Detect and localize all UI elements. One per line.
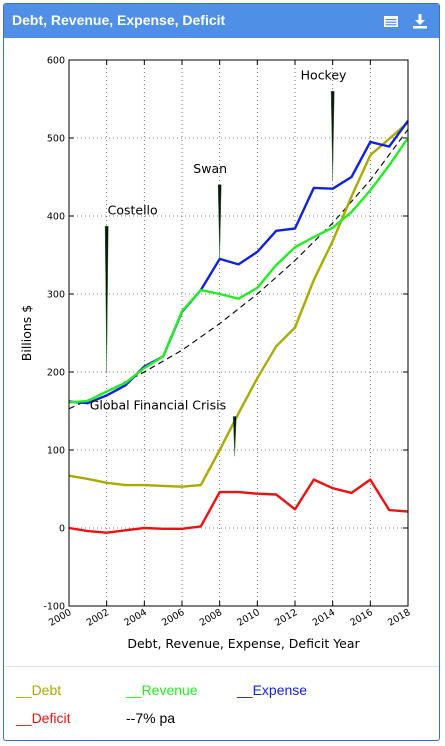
legend-deficit[interactable]: __Deficit bbox=[16, 710, 71, 726]
series-line-7-pa bbox=[68, 129, 409, 410]
annotation-marker bbox=[232, 416, 237, 457]
x-tick-label: 2014 bbox=[311, 607, 337, 629]
series-line-expense bbox=[68, 120, 409, 405]
x-tick-label: 2012 bbox=[273, 607, 299, 629]
x-tick-label: 2016 bbox=[348, 607, 374, 629]
annotation-marker bbox=[330, 91, 335, 181]
x-tick-label: 2008 bbox=[198, 607, 224, 629]
annotation-marker bbox=[104, 225, 109, 373]
download-icon[interactable] bbox=[411, 12, 429, 30]
legend: __Debt __Revenue __Expense __Deficit --7… bbox=[4, 666, 439, 740]
annotation-label: Swan bbox=[193, 161, 227, 176]
y-axis-label: Billions $ bbox=[19, 305, 34, 361]
legend-expense[interactable]: __Expense bbox=[237, 682, 308, 698]
y-tick-label: 300 bbox=[47, 290, 65, 301]
x-tick-label: 2004 bbox=[122, 607, 148, 629]
chart-panel: Debt, Revenue, Expense, Deficit -100 0 100… bbox=[3, 3, 440, 741]
table-icon[interactable] bbox=[382, 12, 400, 30]
series-line-revenue bbox=[68, 137, 409, 404]
plot-frame bbox=[68, 59, 409, 607]
y-tick-label: 100 bbox=[47, 446, 65, 457]
chart-area: -100 0 100 200 300 400 500 600 2000 2002 2004 2006 2… bbox=[4, 38, 439, 666]
annotation-marker bbox=[217, 184, 222, 259]
legend-debt[interactable]: __Debt bbox=[16, 682, 62, 698]
y-tick-label: 200 bbox=[47, 368, 65, 379]
series-line-deficit bbox=[68, 478, 409, 534]
annotation-label: Hockey bbox=[301, 68, 347, 83]
panel-title: Debt, Revenue, Expense, Deficit bbox=[12, 12, 226, 28]
annotation-label: Costello bbox=[108, 202, 158, 217]
y-tick-label: 500 bbox=[47, 134, 65, 145]
y-tick-label: 400 bbox=[47, 212, 65, 223]
legend-trend[interactable]: --7% pa bbox=[126, 710, 176, 726]
x-tick-label: 2018 bbox=[386, 607, 412, 629]
x-axis-label: Debt, Revenue, Expense, Deficit Year bbox=[127, 636, 360, 651]
panel-header: Debt, Revenue, Expense, Deficit bbox=[4, 4, 439, 38]
y-tick-label: -100 bbox=[43, 602, 65, 613]
series-line-debt bbox=[68, 121, 409, 488]
annotation-label: Global Financial Crisis bbox=[90, 397, 226, 412]
x-tick-label: 2006 bbox=[160, 607, 186, 629]
y-tick-label: 600 bbox=[47, 56, 65, 67]
y-tick-label: 0 bbox=[59, 524, 65, 535]
legend-revenue[interactable]: __Revenue bbox=[126, 682, 198, 698]
x-tick-label: 2002 bbox=[85, 607, 111, 629]
x-tick-label: 2010 bbox=[235, 607, 261, 629]
